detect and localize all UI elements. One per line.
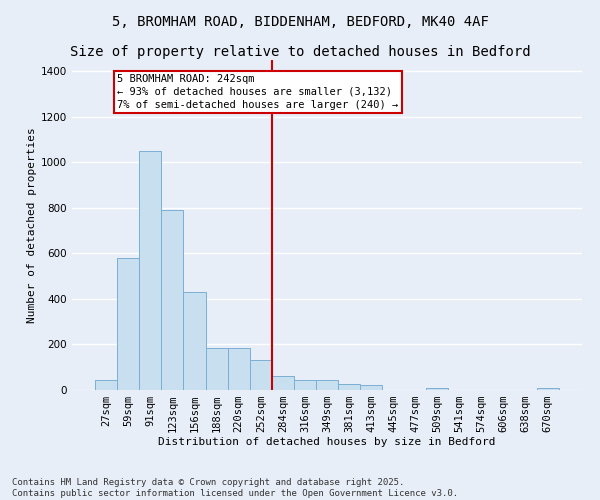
Bar bbox=[338, 384, 360, 390]
Bar bbox=[117, 258, 139, 390]
Bar bbox=[294, 380, 316, 390]
Bar bbox=[95, 380, 117, 390]
Text: Contains HM Land Registry data © Crown copyright and database right 2025.
Contai: Contains HM Land Registry data © Crown c… bbox=[12, 478, 458, 498]
Bar bbox=[139, 151, 161, 390]
Bar bbox=[537, 388, 559, 390]
Text: Size of property relative to detached houses in Bedford: Size of property relative to detached ho… bbox=[70, 45, 530, 59]
Bar bbox=[161, 210, 184, 390]
Bar bbox=[360, 386, 382, 390]
Bar bbox=[227, 348, 250, 390]
Bar bbox=[316, 380, 338, 390]
Bar bbox=[272, 376, 294, 390]
Bar bbox=[250, 360, 272, 390]
Bar bbox=[184, 292, 206, 390]
Bar bbox=[427, 388, 448, 390]
Text: 5 BROMHAM ROAD: 242sqm
← 93% of detached houses are smaller (3,132)
7% of semi-d: 5 BROMHAM ROAD: 242sqm ← 93% of detached… bbox=[117, 74, 398, 110]
Y-axis label: Number of detached properties: Number of detached properties bbox=[27, 127, 37, 323]
Bar bbox=[206, 348, 227, 390]
Text: 5, BROMHAM ROAD, BIDDENHAM, BEDFORD, MK40 4AF: 5, BROMHAM ROAD, BIDDENHAM, BEDFORD, MK4… bbox=[112, 15, 488, 29]
X-axis label: Distribution of detached houses by size in Bedford: Distribution of detached houses by size … bbox=[158, 436, 496, 446]
